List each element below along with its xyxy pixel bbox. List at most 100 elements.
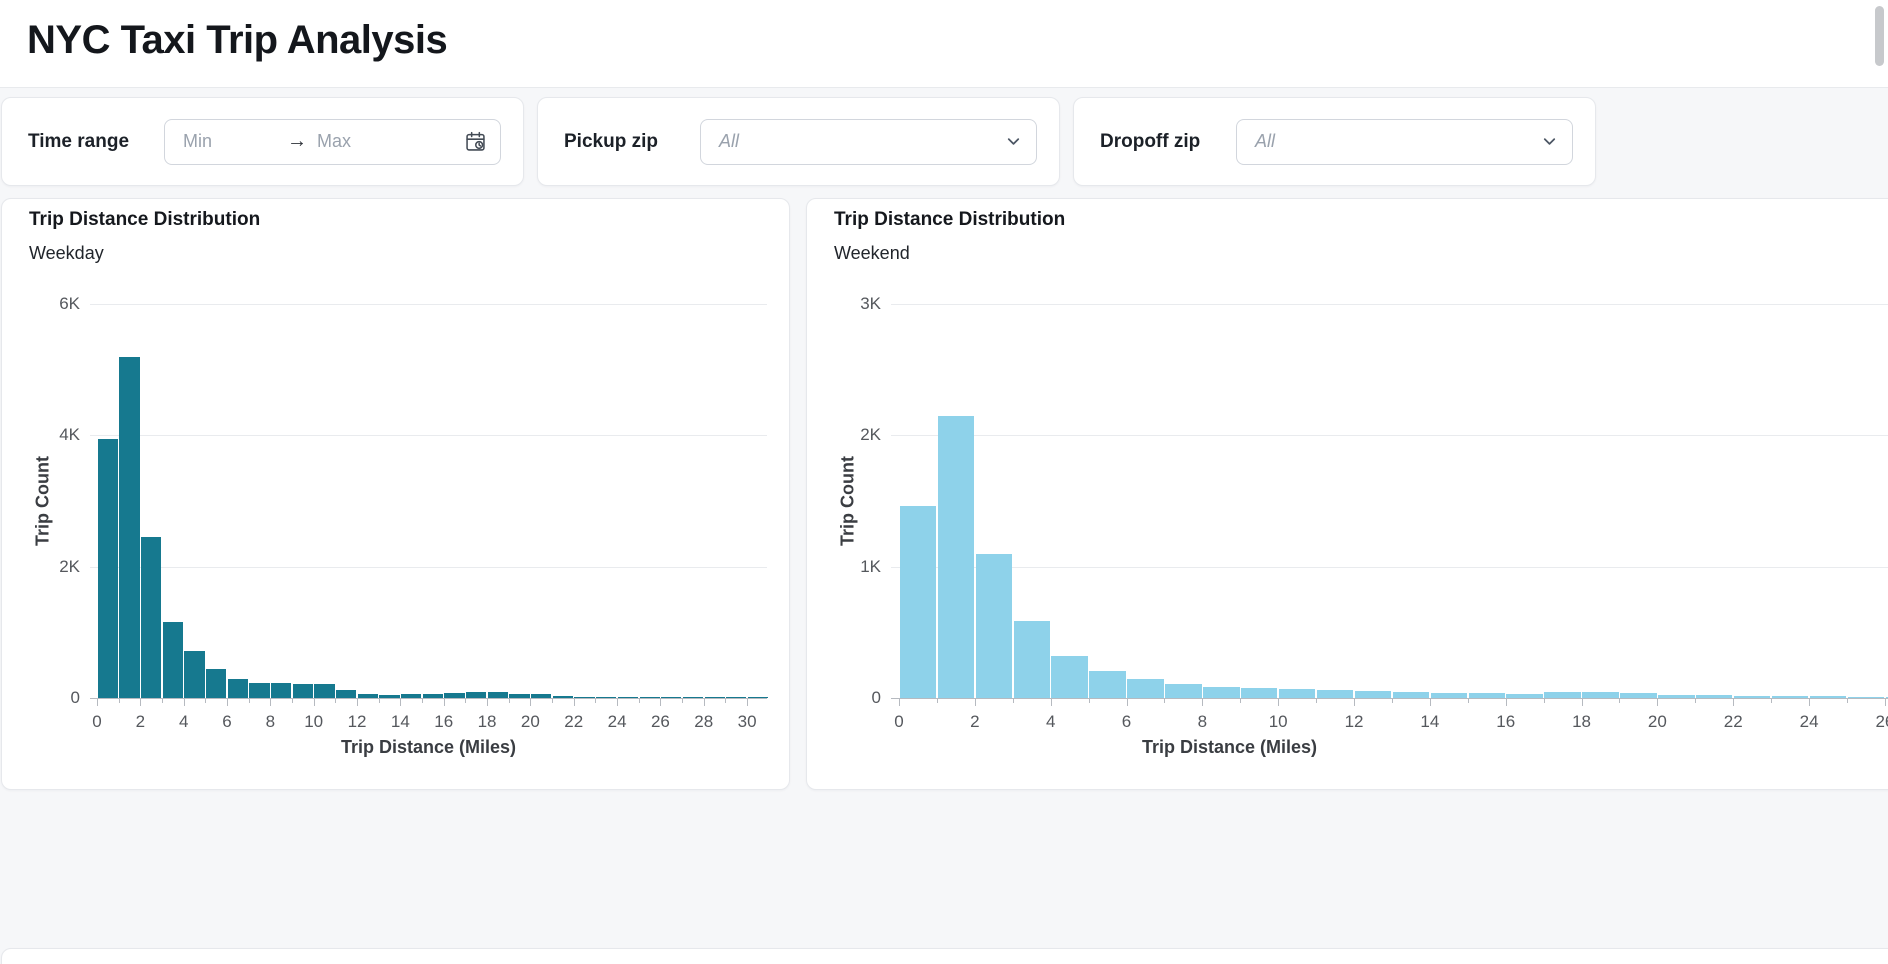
histogram-bar	[1013, 620, 1050, 698]
histogram-bar	[1278, 688, 1316, 698]
x-tick-label: 30	[737, 712, 757, 731]
x-tick-label: 10	[304, 712, 324, 731]
chart-subtitle: Weekday	[29, 243, 104, 263]
y-tick-label: 6K	[59, 294, 80, 313]
x-tick	[248, 699, 250, 703]
histogram-bar	[271, 682, 292, 698]
calendar-clock-icon[interactable]	[464, 130, 487, 153]
time-range-max-input[interactable]	[317, 131, 409, 152]
dropoff-zip-select[interactable]: All	[1236, 118, 1573, 165]
histogram-bar	[1316, 690, 1354, 698]
vertical-scrollbar-thumb[interactable]	[1875, 6, 1884, 66]
x-tick	[1164, 699, 1166, 703]
gridline	[891, 566, 1888, 568]
x-tick	[974, 699, 976, 706]
x-tick	[1581, 699, 1583, 706]
x-tick	[1126, 699, 1128, 706]
histogram-bar	[292, 684, 313, 698]
x-axis-line	[90, 698, 767, 699]
y-tick-label: 1K	[860, 556, 881, 576]
chart-title: Trip Distance Distribution	[834, 209, 1066, 230]
histogram-bar	[1544, 692, 1581, 698]
histogram-bar	[1582, 692, 1619, 698]
x-tick-label: 12	[347, 712, 367, 731]
x-tick	[1012, 699, 1014, 703]
x-tick-label: 16	[434, 712, 454, 731]
histogram-bar	[509, 694, 530, 698]
weekend-histogram-plot: 01K2K3K024681012141618202224262830	[807, 199, 1888, 789]
x-tick-label: 20	[520, 712, 540, 731]
gridline	[891, 304, 1888, 305]
histogram-bar	[1165, 684, 1202, 698]
pickup-zip-label: Pickup zip	[564, 130, 658, 152]
x-tick-label: 6	[1121, 712, 1132, 731]
dropoff-zip-value: All	[1255, 131, 1276, 151]
histogram-bar	[336, 690, 357, 698]
gridline	[90, 304, 767, 305]
x-tick-label: 0	[92, 712, 102, 731]
histogram-bar	[141, 537, 162, 698]
x-tick	[357, 699, 359, 706]
x-tick	[725, 699, 727, 703]
x-tick	[682, 699, 684, 703]
x-tick-label: 24	[607, 712, 627, 731]
histogram-bar	[1051, 655, 1088, 698]
dropoff-zip-label: Dropoff zip	[1100, 130, 1201, 152]
x-tick	[422, 699, 424, 703]
chart-subtitle: Weekend	[834, 243, 910, 263]
x-tick	[703, 699, 705, 706]
x-tick	[183, 699, 185, 706]
x-tick	[227, 699, 229, 706]
y-tick-label: 2K	[59, 556, 80, 576]
next-section-card	[1, 948, 1888, 964]
histogram-bar	[1089, 671, 1126, 698]
pickup-zip-select[interactable]: All	[700, 118, 1037, 165]
x-tick-label: 14	[1420, 712, 1440, 731]
histogram-bar	[314, 684, 335, 698]
histogram-bar	[1354, 690, 1392, 698]
x-tick-label: 4	[178, 712, 189, 731]
histogram-bar	[1733, 696, 1771, 698]
histogram-bar	[596, 697, 617, 698]
x-tick	[552, 699, 554, 703]
histogram-bar	[975, 553, 1012, 698]
gridline	[891, 435, 1888, 437]
weekend-distance-chart-card: Trip Distance Distribution Weekend Trip …	[806, 198, 1888, 790]
x-tick	[1884, 699, 1886, 706]
x-tick	[1657, 699, 1659, 706]
y-tick-label: 0	[871, 688, 881, 707]
histogram-bar	[487, 691, 508, 698]
x-tick	[1467, 699, 1469, 703]
x-tick	[1847, 699, 1848, 703]
x-tick	[1354, 699, 1356, 706]
x-tick-label: 24	[1799, 712, 1819, 731]
chart-title: Trip Distance Distribution	[29, 209, 261, 230]
x-tick	[936, 699, 938, 703]
x-tick	[205, 699, 207, 703]
histogram-bar	[379, 695, 400, 698]
x-tick-label: 12	[1344, 712, 1364, 731]
histogram-bar	[401, 694, 422, 698]
dropoff-zip-filter-card: Dropoff zip All	[1073, 97, 1596, 186]
x-tick	[617, 699, 619, 706]
pickup-zip-value: All	[719, 131, 740, 151]
x-tick	[465, 699, 467, 703]
x-tick-label: 18	[477, 712, 497, 731]
weekday-distance-chart-card: Trip Distance Distribution Weekday Trip …	[1, 198, 790, 790]
x-axis-line	[891, 698, 1888, 699]
histogram-bar	[1203, 686, 1240, 698]
time-range-input-group[interactable]: →	[164, 118, 501, 165]
chevron-down-icon	[1004, 132, 1023, 151]
x-tick-label: 26	[650, 712, 670, 731]
gridline	[90, 435, 767, 437]
x-tick-label: 16	[1496, 712, 1516, 731]
x-tick	[313, 699, 315, 706]
histogram-bar	[422, 694, 443, 698]
pickup-zip-filter-card: Pickup zip All	[537, 97, 1060, 186]
x-tick-label: 14	[390, 712, 410, 731]
x-tick-label: 2	[970, 712, 980, 731]
time-range-min-input[interactable]	[183, 131, 287, 152]
histogram-bar	[899, 506, 937, 698]
x-tick	[1202, 699, 1204, 706]
